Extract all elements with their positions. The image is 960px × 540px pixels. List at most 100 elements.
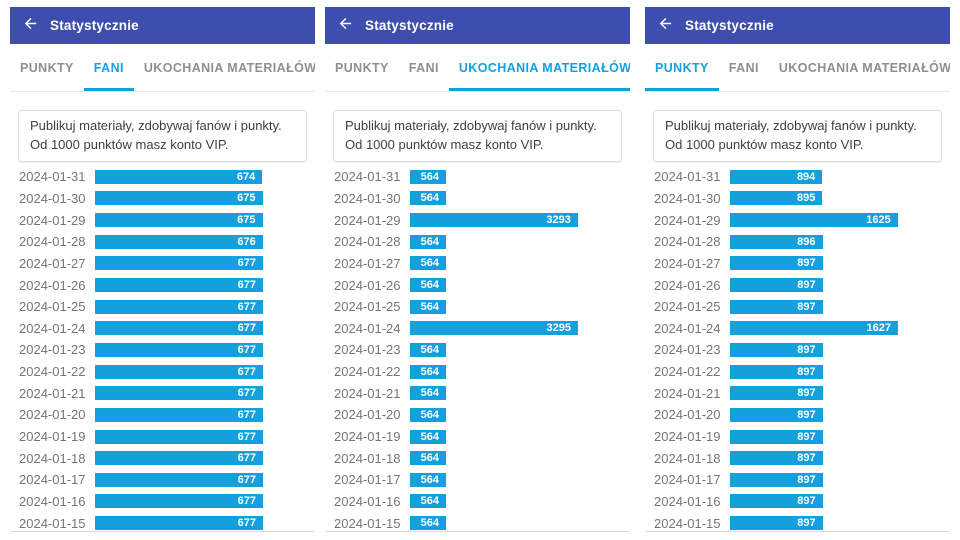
bar-chart: 2024-01-31 674 2024-01-30 675 2024-01-29 675 2… [10, 166, 315, 531]
bar-track: 1625 [730, 213, 950, 228]
chart-row: 2024-01-29 675 [10, 209, 315, 231]
bar-value-label: 897 [797, 300, 816, 313]
bar-track: 564 [410, 342, 630, 357]
row-date-label: 2024-01-26 [19, 277, 86, 293]
chart-row: 2024-01-25 677 [10, 296, 315, 318]
bar-value-label: 896 [797, 235, 816, 248]
arrow-left-icon [22, 15, 39, 37]
bar: 674 [95, 169, 263, 184]
back-button[interactable] [334, 15, 356, 37]
chart-row: 2024-01-21 677 [10, 382, 315, 404]
row-date-label: 2024-01-31 [334, 169, 401, 185]
chart-row: 2024-01-15 677 [10, 512, 315, 531]
tab-ukochania-materia-w[interactable]: UKOCHANIA MATERIAŁÓW [143, 60, 315, 75]
row-date-label: 2024-01-19 [19, 429, 86, 444]
app-bar: Statystycznie [10, 7, 315, 44]
row-date-label: 2024-01-27 [654, 255, 721, 271]
bar-value-label: 677 [237, 300, 256, 313]
bar-value-label: 675 [237, 192, 256, 205]
bar-value-label: 677 [237, 473, 256, 486]
bar-value-label: 897 [797, 279, 816, 292]
row-date-label: 2024-01-26 [334, 277, 401, 293]
chart-row: 2024-01-20 677 [10, 404, 315, 426]
bar-value-label: 897 [797, 495, 816, 508]
tab-fani[interactable]: FANI [728, 60, 759, 75]
chart-row: 2024-01-31 674 [10, 166, 315, 188]
app-bar: Statystycznie [325, 7, 630, 44]
bar-track: 677 [95, 472, 315, 487]
app-bar: Statystycznie [645, 7, 950, 44]
bar-value-label: 1625 [866, 214, 891, 227]
bar-track: 897 [730, 407, 950, 422]
bar: 677 [95, 342, 263, 357]
bar-value-label: 564 [420, 365, 439, 378]
bar-value-label: 564 [420, 170, 439, 183]
chart-row: 2024-01-26 897 [645, 274, 950, 296]
bar-value-label: 897 [797, 430, 816, 443]
bar-track: 677 [95, 407, 315, 422]
bar-track: 564 [410, 169, 630, 184]
chart-row: 2024-01-23 677 [10, 339, 315, 361]
chart-row: 2024-01-27 564 [325, 253, 630, 275]
tab-ukochania-materia-w[interactable]: UKOCHANIA MATERIAŁÓW [778, 60, 950, 75]
chart-row: 2024-01-19 897 [645, 426, 950, 448]
chart-row: 2024-01-17 564 [325, 469, 630, 491]
bar-value-label: 894 [796, 170, 816, 183]
bar-value-label: 675 [237, 214, 256, 227]
bar-track: 897 [730, 342, 950, 357]
bar-track: 897 [730, 494, 950, 509]
row-date-label: 2024-01-18 [334, 450, 401, 466]
bar-track: 895 [730, 191, 950, 206]
bar-track: 897 [730, 386, 950, 401]
bar: 564 [410, 451, 446, 466]
bar: 675 [95, 191, 263, 206]
row-date-label: 2024-01-25 [654, 299, 721, 315]
tab-fani[interactable]: FANI [83, 44, 134, 91]
chart-row: 2024-01-15 897 [645, 512, 950, 531]
bar: 677 [95, 278, 263, 293]
back-button[interactable] [19, 15, 41, 37]
bar-track: 677 [95, 364, 315, 379]
bar: 3293 [410, 213, 578, 228]
bar: 897 [730, 256, 823, 271]
row-date-label: 2024-01-19 [334, 429, 401, 444]
app-screen-punkty: Statystycznie PUNKTY FANI UKOCHANIA MATERI… [645, 7, 950, 532]
chart-row: 2024-01-19 677 [10, 426, 315, 448]
bar-value-label: 897 [797, 473, 816, 486]
bar: 564 [410, 364, 446, 379]
chart-row: 2024-01-30 895 [645, 188, 950, 210]
bar-track: 897 [730, 516, 950, 531]
row-date-label: 2024-01-21 [654, 385, 721, 401]
row-date-label: 2024-01-20 [654, 407, 721, 423]
row-date-label: 2024-01-15 [19, 515, 86, 531]
bar-track: 564 [410, 386, 630, 401]
row-date-label: 2024-01-16 [654, 493, 721, 509]
bar-chart: 2024-01-31 894 2024-01-30 895 2024-01-29 1625… [645, 166, 950, 531]
bar-track: 674 [95, 169, 315, 184]
chart-row: 2024-01-25 564 [325, 296, 630, 318]
tab-ukochania-materia-w[interactable]: UKOCHANIA MATERIAŁÓW [448, 44, 630, 91]
bar-track: 897 [730, 299, 950, 314]
bar-track: 677 [95, 299, 315, 314]
bar-value-label: 677 [237, 365, 256, 378]
tab-punkty[interactable]: PUNKTY [645, 44, 719, 91]
tab-fani[interactable]: FANI [408, 60, 439, 75]
chart-row: 2024-01-22 677 [10, 361, 315, 383]
chart-row: 2024-01-17 897 [645, 469, 950, 491]
bar-chart: 2024-01-31 564 2024-01-30 564 2024-01-29 3293… [325, 166, 630, 531]
tab-punkty[interactable]: PUNKTY [20, 60, 74, 75]
bar-value-label: 3293 [546, 214, 571, 227]
back-button[interactable] [654, 15, 676, 37]
bar: 897 [730, 278, 823, 293]
bar: 895 [730, 191, 823, 206]
chart-row: 2024-01-24 1627 [645, 317, 950, 339]
tab-punkty[interactable]: PUNKTY [335, 60, 389, 75]
bar-value-label: 564 [420, 257, 439, 270]
bar: 564 [410, 342, 446, 357]
bar: 677 [95, 472, 263, 487]
chart-row: 2024-01-30 675 [10, 188, 315, 210]
bar: 564 [410, 278, 446, 293]
bar-track: 677 [95, 342, 315, 357]
bar: 564 [410, 169, 446, 184]
bar-value-label: 897 [797, 517, 816, 530]
